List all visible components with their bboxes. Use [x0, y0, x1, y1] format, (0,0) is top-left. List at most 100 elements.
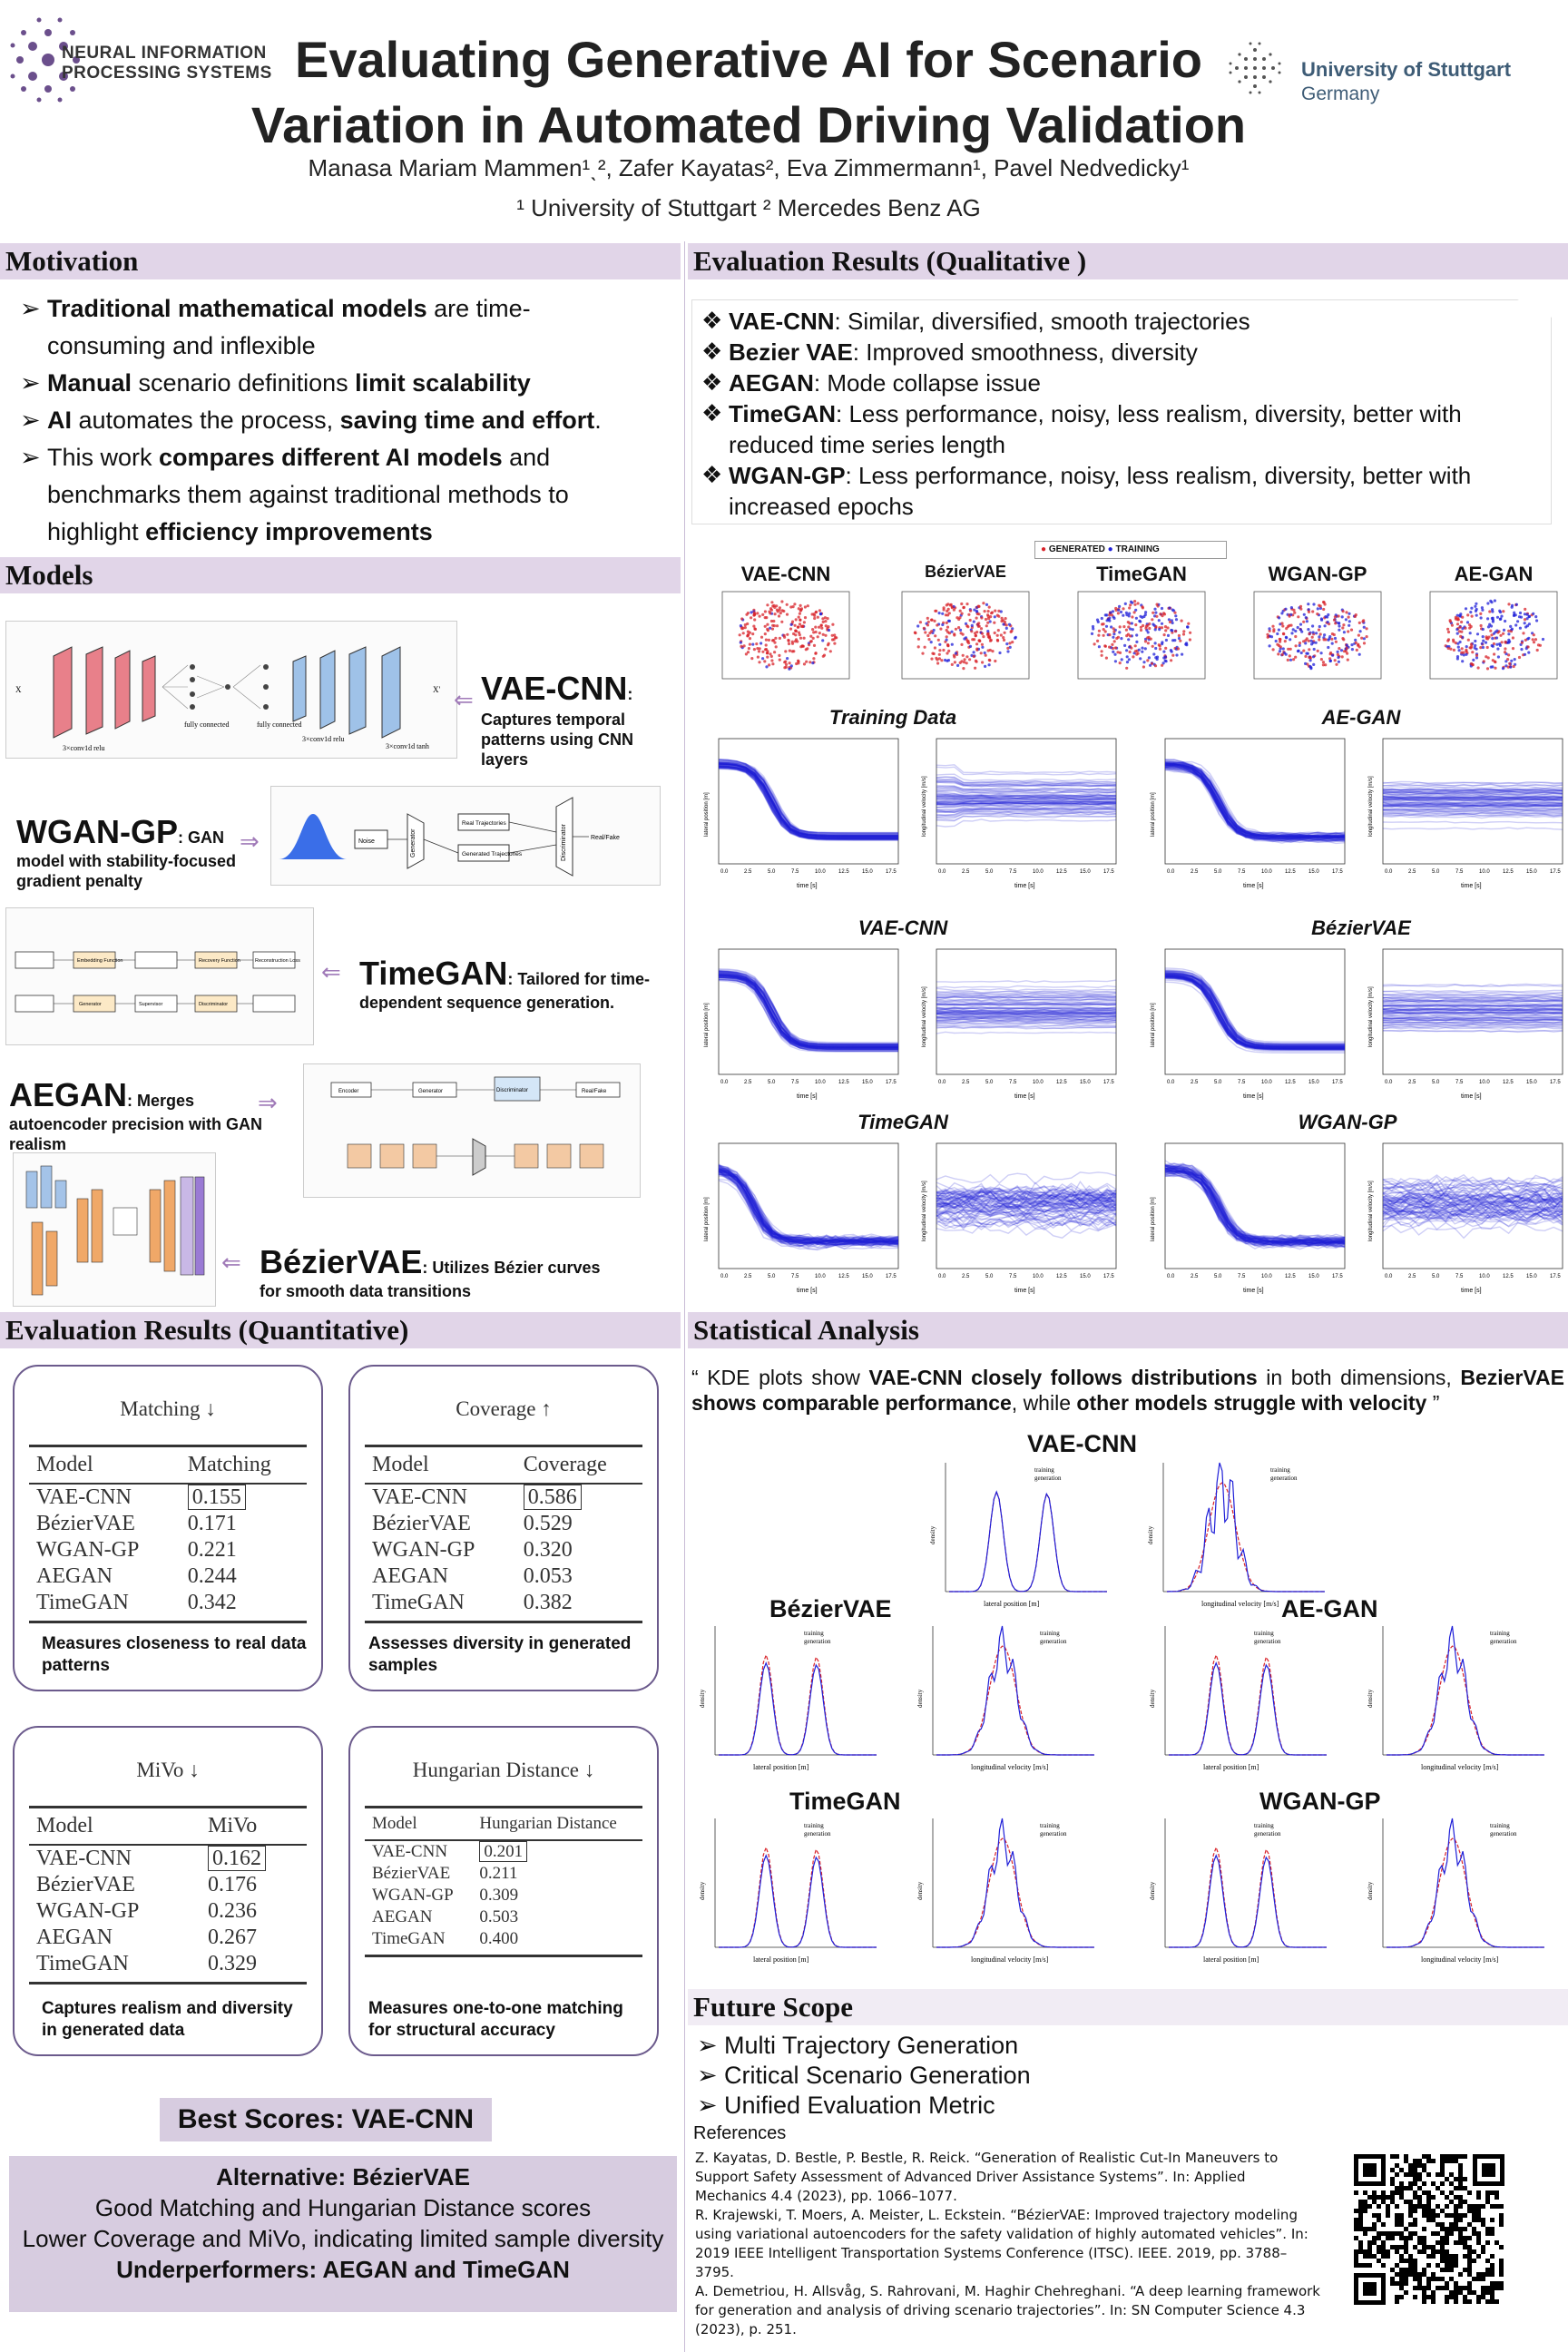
scatter-point	[1286, 658, 1289, 662]
scatter-point	[1168, 606, 1171, 610]
trajectory-line	[936, 1188, 1117, 1202]
scatter-title: VAE-CNN	[740, 563, 831, 585]
trajectory-line	[936, 802, 1117, 807]
scatter-point	[1154, 611, 1158, 614]
summary-alt: Alternative: BézierVAE	[216, 2163, 470, 2190]
trajectory-line	[1164, 763, 1346, 838]
trajectory-line	[936, 1012, 1117, 1016]
trajectory-line	[1382, 788, 1563, 792]
scatter-point	[963, 637, 966, 641]
scatter-point	[805, 660, 808, 663]
scatter-point	[794, 633, 798, 637]
trajectory-line	[1382, 804, 1563, 808]
trajectory-line	[936, 809, 1117, 817]
svg-text:training: training	[1034, 1466, 1054, 1474]
trajectory-line	[1164, 766, 1346, 842]
scatter-point	[1490, 616, 1494, 621]
trajectory-line	[1382, 802, 1563, 807]
trajectory-line	[1382, 989, 1563, 994]
metric-col-model: Model	[365, 1806, 473, 1841]
longitudinal-velocity-plot: longitudinal velocity [m/s]time [s]0.0 2.…	[1368, 948, 1563, 1100]
trajectory-line	[1382, 1007, 1563, 1012]
trajectory-line	[718, 763, 898, 838]
scatter-point	[1326, 621, 1329, 624]
svg-text:Supervisor: Supervisor	[139, 1002, 162, 1007]
trajectory-line	[1164, 760, 1346, 838]
scatter-point	[1155, 614, 1159, 618]
scatter-point	[1128, 634, 1132, 638]
trajectory-line	[1164, 977, 1345, 1051]
trajectory-line	[1382, 801, 1563, 805]
scatter-point	[1289, 647, 1292, 651]
trajectory-line	[936, 1185, 1117, 1199]
scatter-point	[1473, 646, 1476, 650]
trajectory-line	[1164, 975, 1345, 1049]
scatter-point	[1511, 636, 1514, 640]
scatter-point	[984, 664, 987, 668]
trajectory-line	[936, 1191, 1117, 1206]
scatter-point	[1125, 661, 1130, 664]
trajectory-line	[718, 762, 898, 838]
column-divider	[684, 241, 685, 2352]
trajectory-line	[718, 760, 898, 835]
scatter-point	[756, 612, 760, 615]
trajectory-line	[1382, 1021, 1563, 1024]
metric-model: VAE-CNN	[372, 1842, 448, 1861]
scatter-point	[1474, 643, 1477, 647]
trajectory-line	[1382, 1201, 1563, 1219]
longitudinal-velocity-plot: longitudinal velocity [m/s]time [s]0.0 2.…	[922, 1142, 1117, 1294]
motivation-item: This work compares different AI models a…	[13, 439, 639, 551]
svg-text:Recovery Function: Recovery Function	[199, 958, 240, 964]
scatter-point	[1102, 622, 1105, 626]
trajectory-line	[1164, 764, 1346, 838]
trajectory-line	[1383, 795, 1563, 799]
trajectory-line	[936, 766, 1117, 776]
trajectory-line	[1382, 1204, 1563, 1220]
trajectory-line	[1164, 975, 1345, 1050]
scatter-point	[1486, 625, 1491, 629]
scatter-point	[975, 609, 978, 612]
trajectory-line	[936, 811, 1117, 818]
trajectory-line	[936, 804, 1117, 808]
trajectory-line	[1382, 791, 1563, 795]
scatter-point	[1495, 615, 1500, 619]
longitudinal-velocity-plot: longitudinal velocity [m/s]time [s]0.0 2.…	[922, 738, 1117, 889]
trajectory-line	[1164, 975, 1345, 1049]
svg-text:0.0: 0.0	[938, 1080, 946, 1085]
trajectory-line	[1382, 807, 1563, 811]
trajectory-line	[1382, 1180, 1563, 1199]
svg-text:0.0: 0.0	[1385, 869, 1393, 875]
scatter-point	[1003, 621, 1007, 624]
scatter-point	[1534, 638, 1538, 642]
scatter-point	[1097, 629, 1101, 632]
trajectory-line	[718, 972, 898, 1046]
kde-generation-line	[719, 1661, 877, 1756]
scatter-point	[987, 605, 991, 609]
scatter-point	[1002, 622, 1005, 626]
trajectory-line	[1164, 975, 1345, 1050]
qr-code-icon[interactable]	[1354, 2154, 1504, 2305]
metric-table: Model MiVo VAE-CNN 0.162 BézierVAE 0.176 WGAN-…	[29, 1806, 307, 1984]
scatter-point	[824, 624, 828, 628]
scatter-point	[1341, 610, 1345, 613]
trajectory-line	[936, 794, 1117, 799]
scatter-point	[1152, 623, 1156, 627]
scatter-point	[1481, 635, 1485, 639]
trajectory-line	[718, 975, 898, 1049]
trajectory-line	[1382, 783, 1563, 787]
svg-text:2.5: 2.5	[962, 1080, 970, 1085]
svg-text:5.0: 5.0	[1432, 1274, 1440, 1279]
scatter-point	[1302, 612, 1306, 616]
metric-model: VAE-CNN	[36, 1485, 132, 1509]
trajectory-line	[1164, 975, 1345, 1049]
scatter-point	[1161, 662, 1165, 665]
scatter-point	[1112, 627, 1115, 631]
scatter-point	[1348, 612, 1351, 615]
trajectory-line	[936, 1195, 1117, 1209]
scatter-point	[933, 646, 936, 650]
scatter-point	[988, 639, 993, 642]
trajectory-line	[718, 1169, 899, 1243]
scatter-point	[1095, 618, 1100, 622]
trajectory-line	[1382, 797, 1563, 800]
scatter-point	[953, 661, 956, 664]
